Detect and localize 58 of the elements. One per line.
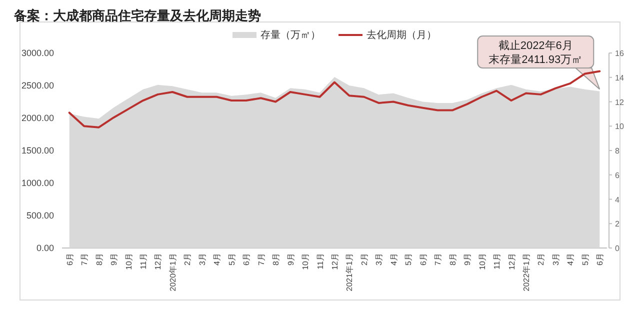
x-tick-label: 7月 <box>434 253 443 266</box>
y2-tick-label: 0 <box>615 244 620 253</box>
annotation: 截止2022年6月末存量2411.93万㎡ <box>488 39 583 66</box>
x-tick-label: 6月 <box>596 253 605 266</box>
x-tick-label: 12月 <box>154 253 163 270</box>
x-tick-label: 4月 <box>389 253 398 266</box>
x-tick-label: 8月 <box>272 253 281 266</box>
legend-label: 去化周期（月） <box>366 29 436 41</box>
chart-title: 备案：大成都商品住宅存量及去化周期走势 <box>13 8 261 23</box>
x-tick-label: 4月 <box>212 253 222 266</box>
y-tick-label: 3000.00 <box>21 48 54 58</box>
x-tick-label: 2022年1月 <box>522 253 531 292</box>
x-tick-label: 9月 <box>110 253 119 266</box>
callout: 截止2022年6月末存量2411.93万㎡ <box>477 36 600 90</box>
x-tick-label: 8月 <box>94 253 104 266</box>
x-tick-label: 3月 <box>198 253 207 266</box>
x-tick-label: 6月 <box>242 253 252 266</box>
y2-tick-label: 2 <box>615 220 620 229</box>
legend-label: 存量（万㎡） <box>260 29 320 41</box>
x-tick-label: 9月 <box>463 253 472 266</box>
y2-tick-label: 4 <box>615 195 620 204</box>
x-tick-label: 2月 <box>536 253 546 266</box>
x-tick-label: 2月 <box>183 253 192 266</box>
y-tick-label: 1500.00 <box>21 146 54 156</box>
y-tick-label: 0.00 <box>36 243 54 253</box>
x-tick-label: 2021年1月 <box>345 253 354 292</box>
y2-tick-label: 6 <box>615 170 620 180</box>
y-tick-label: 2500.00 <box>21 80 54 90</box>
x-tick-label: 5月 <box>227 253 236 266</box>
x-tick-label: 3月 <box>374 253 384 266</box>
x-tick-label: 8月 <box>448 253 458 266</box>
x-tick-label: 2020年1月 <box>168 253 178 292</box>
x-tick-label: 9月 <box>286 253 296 266</box>
x-tick-label: 3月 <box>551 253 560 266</box>
y-tick-label: 500.00 <box>26 210 54 220</box>
y2-tick-label: 8 <box>615 146 620 156</box>
x-tick-label: 11月 <box>139 253 148 270</box>
x-tick-label: 7月 <box>80 253 90 266</box>
x-tick-label: 10月 <box>301 253 310 270</box>
x-tick-label: 6月 <box>418 253 428 266</box>
y-tick-label: 2000.00 <box>21 113 54 123</box>
x-tick-label: 6月 <box>65 253 74 266</box>
x-tick-label: 4月 <box>566 253 576 266</box>
x-tick-label: 12月 <box>507 253 516 270</box>
x-tick-label: 11月 <box>316 253 325 270</box>
x-tick-label: 12月 <box>330 253 340 270</box>
y2-tick-label: 16 <box>615 49 624 58</box>
x-tick-label: 5月 <box>580 253 590 266</box>
y2-tick-label: 12 <box>615 98 624 107</box>
x-tick-label: 10月 <box>124 253 134 270</box>
x-tick-label: 2月 <box>360 253 369 266</box>
x-tick-label: 11月 <box>492 253 502 270</box>
x-tick-label: 5月 <box>404 253 414 266</box>
x-tick-label: 10月 <box>478 253 487 270</box>
x-tick-label: 7月 <box>256 253 266 266</box>
y-tick-label: 1000.00 <box>21 178 54 188</box>
y2-tick-label: 10 <box>615 122 624 132</box>
y2-tick-label: 14 <box>615 73 624 82</box>
